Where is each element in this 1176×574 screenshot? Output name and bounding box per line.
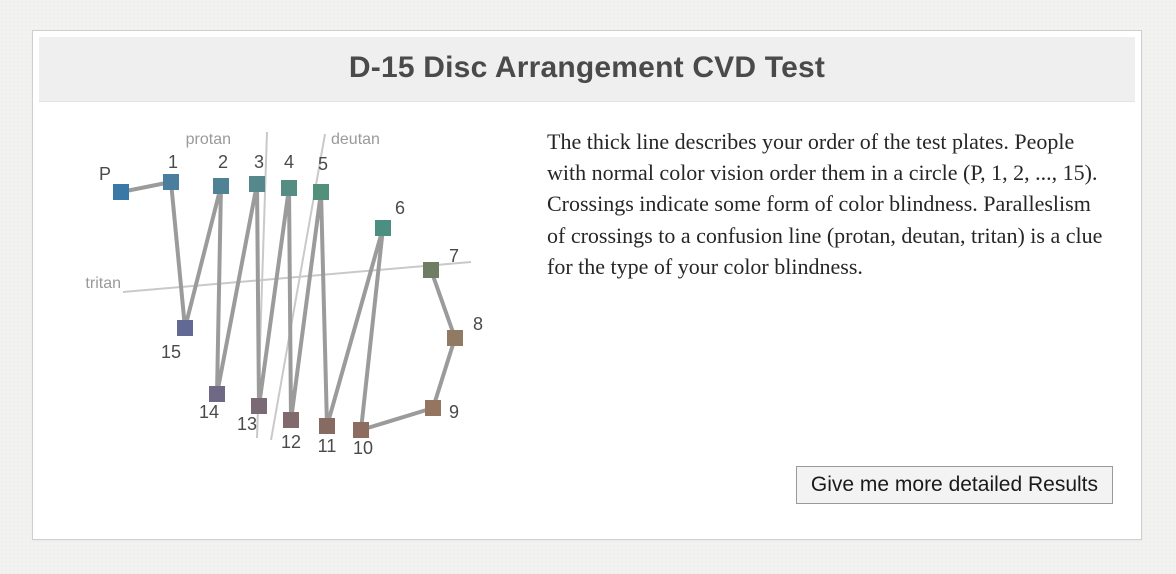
confusion-label-tritan: tritan bbox=[85, 275, 121, 292]
chart-area: protandeutantritanP123456789101112131415 bbox=[61, 120, 531, 508]
disc-label-11: 11 bbox=[318, 436, 337, 456]
disc-label-3: 3 bbox=[254, 152, 264, 172]
disc-label-12: 12 bbox=[281, 432, 301, 452]
disc-label-10: 10 bbox=[353, 438, 373, 458]
result-card: D-15 Disc Arrangement CVD Test protan deu… bbox=[32, 30, 1142, 540]
disc-9 bbox=[425, 400, 441, 416]
confusion-line-deutan bbox=[271, 134, 325, 440]
disc-8 bbox=[447, 330, 463, 346]
disc-label-9: 9 bbox=[449, 402, 459, 422]
d15-chart-svg: protandeutantritanP123456789101112131415 bbox=[61, 120, 531, 500]
disc-3 bbox=[249, 176, 265, 192]
text-area: The thick line describes your order of t… bbox=[531, 120, 1113, 508]
disc-13 bbox=[251, 398, 267, 414]
disc-label-7: 7 bbox=[449, 246, 459, 266]
button-row: Give me more detailed Results bbox=[547, 466, 1113, 508]
disc-1 bbox=[163, 174, 179, 190]
card-title: D-15 Disc Arrangement CVD Test bbox=[39, 37, 1135, 102]
disc-6 bbox=[375, 220, 391, 236]
user-order-path bbox=[121, 182, 455, 430]
disc-4 bbox=[281, 180, 297, 196]
disc-12 bbox=[283, 412, 299, 428]
disc-2 bbox=[213, 178, 229, 194]
disc-P bbox=[113, 184, 129, 200]
disc-11 bbox=[319, 418, 335, 434]
disc-label-2: 2 bbox=[218, 152, 228, 172]
disc-14 bbox=[209, 386, 225, 402]
disc-label-6: 6 bbox=[395, 198, 405, 218]
disc-7 bbox=[423, 262, 439, 278]
card-body: protandeutantritanP123456789101112131415… bbox=[33, 102, 1141, 532]
disc-label-8: 8 bbox=[473, 314, 483, 334]
disc-label-4: 4 bbox=[284, 152, 294, 172]
confusion-label-deutan: deutan bbox=[331, 131, 380, 148]
disc-label-1: 1 bbox=[168, 152, 178, 172]
disc-10 bbox=[353, 422, 369, 438]
disc-label-P: P bbox=[99, 164, 111, 184]
result-description: The thick line describes your order of t… bbox=[547, 126, 1113, 282]
disc-15 bbox=[177, 320, 193, 336]
disc-label-14: 14 bbox=[199, 402, 219, 422]
disc-label-5: 5 bbox=[318, 154, 328, 174]
disc-label-15: 15 bbox=[161, 342, 181, 362]
disc-label-13: 13 bbox=[237, 414, 257, 434]
more-results-button[interactable]: Give me more detailed Results bbox=[796, 466, 1113, 504]
confusion-label-protan: protan bbox=[186, 131, 231, 148]
disc-5 bbox=[313, 184, 329, 200]
